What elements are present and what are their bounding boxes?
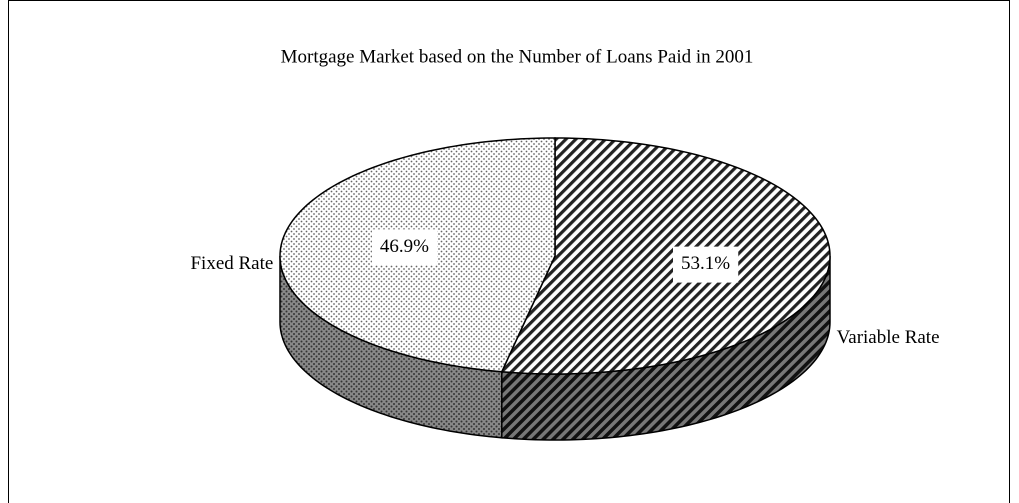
category-label: Fixed Rate <box>190 253 273 274</box>
value-label: 46.9% <box>380 236 429 257</box>
chart-frame <box>8 0 1010 503</box>
category-label: Variable Rate <box>837 327 940 348</box>
chart-title: Mortgage Market based on the Number of L… <box>281 46 754 67</box>
value-label-box <box>672 246 739 283</box>
value-label: 53.1% <box>681 253 730 274</box>
value-label-box <box>371 229 438 266</box>
pie-slice <box>500 137 831 375</box>
